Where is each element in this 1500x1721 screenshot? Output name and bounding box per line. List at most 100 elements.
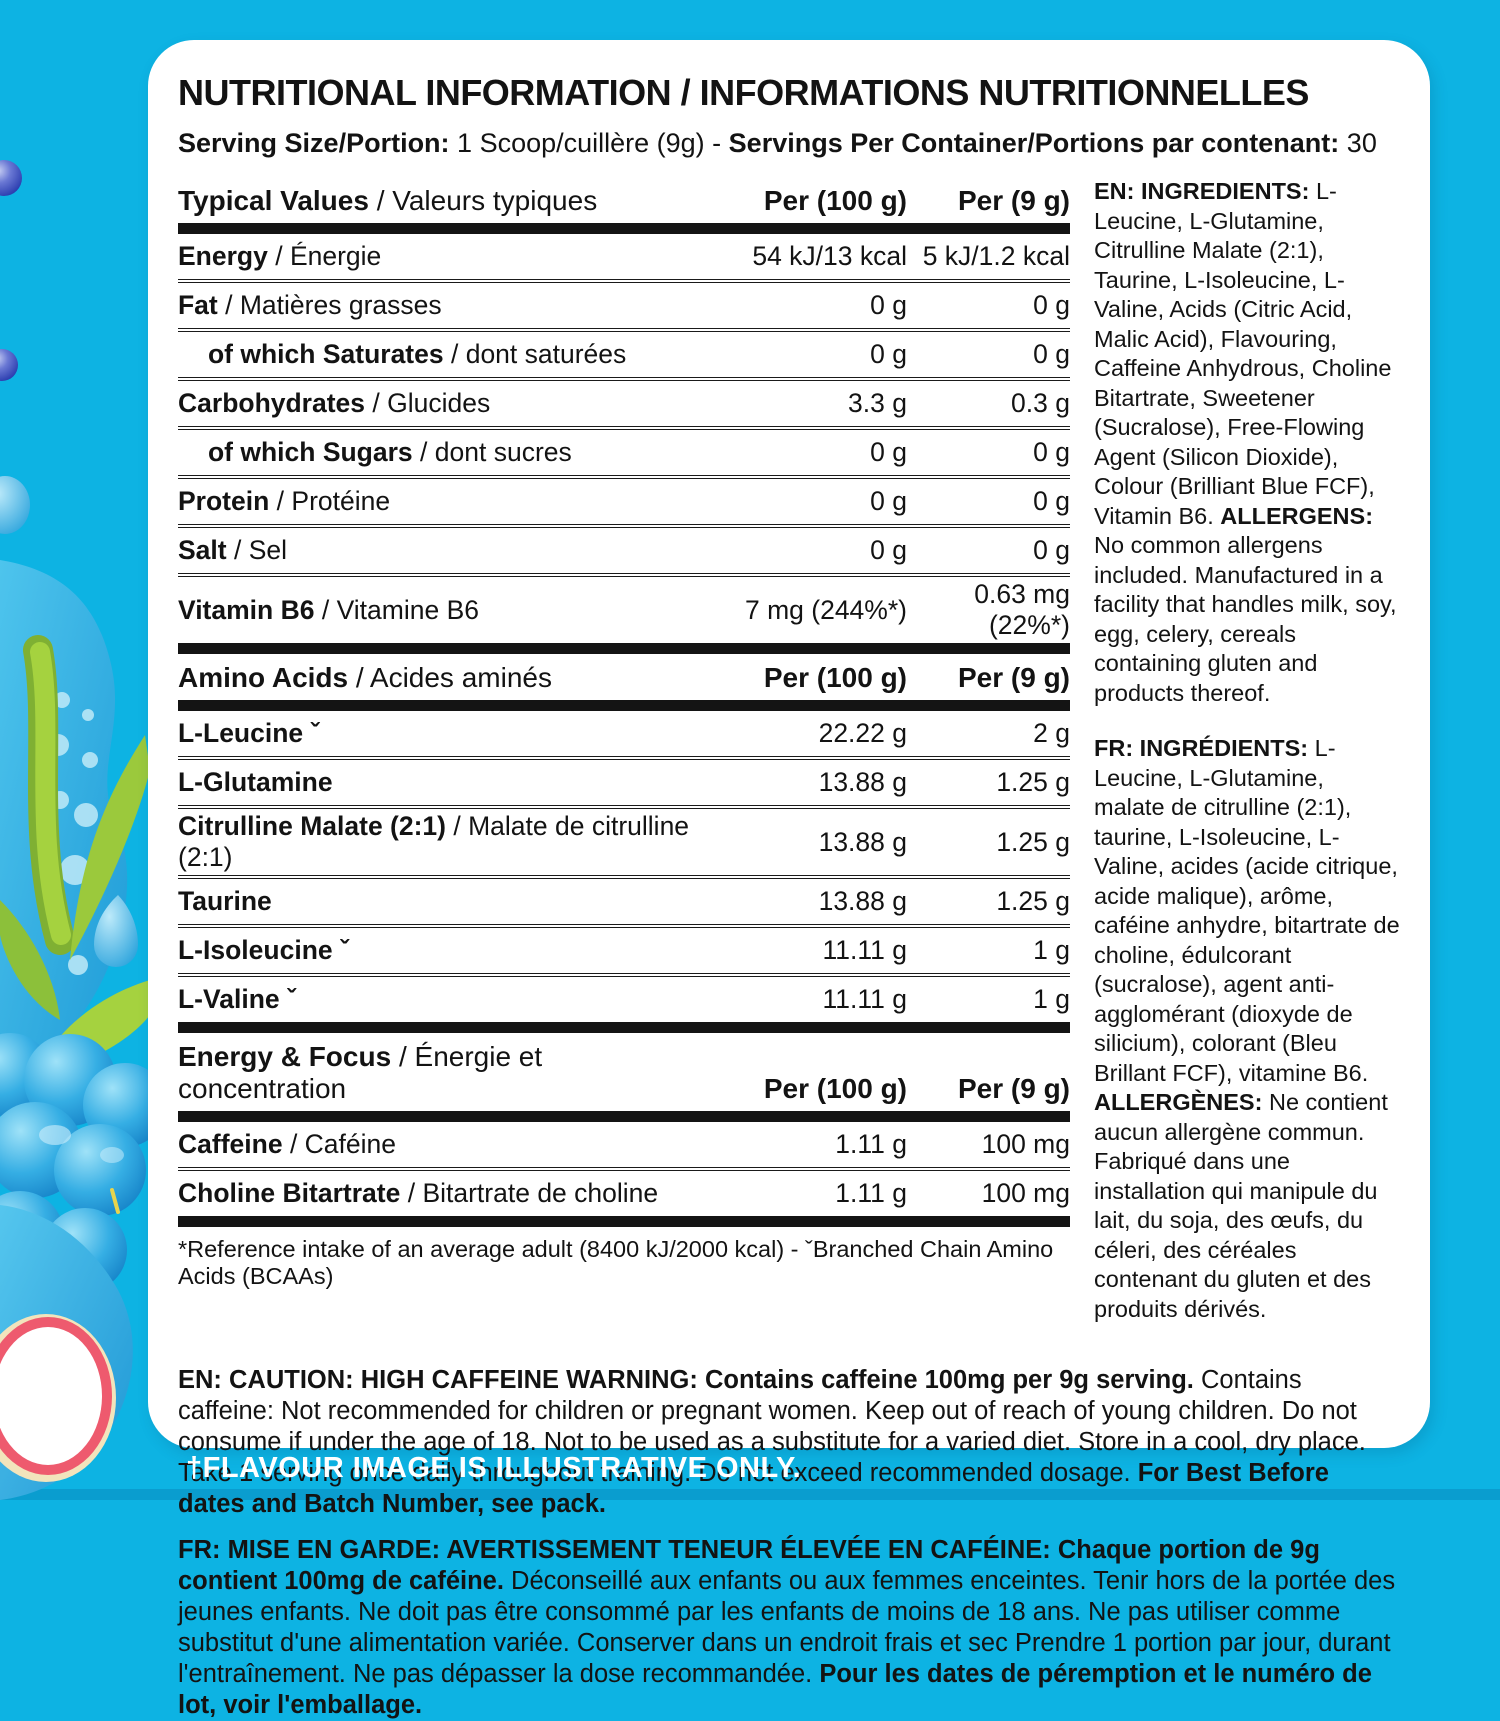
row-label: L-Glutamine bbox=[178, 767, 333, 797]
table-row: Citrulline Malate (2:1) / Malate de citr… bbox=[178, 805, 1070, 875]
value-per-100g: 3.3 g bbox=[848, 388, 907, 418]
divider-bar bbox=[178, 1111, 1070, 1122]
row-label: Carbohydrates / Glucides bbox=[178, 388, 491, 418]
value-per-9g: 1.25 g bbox=[996, 886, 1070, 916]
divider-bar bbox=[178, 643, 1070, 654]
divider-bar bbox=[178, 700, 1070, 711]
value-per-9g: 0 g bbox=[1033, 535, 1070, 565]
row-label: Protein / Protéine bbox=[178, 486, 391, 516]
value-per-9g: 0 g bbox=[1033, 339, 1070, 369]
bubble-sphere bbox=[0, 349, 18, 381]
value-per-100g: 54 kJ/13 kcal bbox=[752, 241, 907, 271]
ingredients-column: EN: INGREDIENTS: L-Leucine, L-Glutamine,… bbox=[1094, 177, 1400, 1350]
table-row: Choline Bitartrate / Bitartrate de choli… bbox=[178, 1167, 1070, 1216]
row-label: Energy / Énergie bbox=[178, 241, 382, 271]
row-label: Fat / Matières grasses bbox=[178, 290, 442, 320]
col-per-9g: Per (9 g) bbox=[957, 662, 1070, 693]
value-per-100g: 0 g bbox=[870, 339, 907, 369]
col-per-100g: Per (100 g) bbox=[763, 662, 907, 693]
value-per-100g: 0 g bbox=[870, 486, 907, 516]
value-per-9g: 1 g bbox=[1033, 984, 1070, 1014]
table-row: Carbohydrates / Glucides 3.3 g 0.3 g bbox=[178, 377, 1070, 426]
value-per-9g: 0.3 g bbox=[1011, 388, 1070, 418]
value-per-100g: 22.22 g bbox=[818, 718, 907, 748]
droplet bbox=[0, 476, 30, 534]
row-label: Taurine bbox=[178, 886, 272, 916]
col-per-9g: Per (9 g) bbox=[957, 1073, 1070, 1104]
value-per-9g: 0 g bbox=[1033, 437, 1070, 467]
row-label: Caffeine / Caféine bbox=[178, 1129, 397, 1159]
flavour-disclaimer: †FLAVOUR IMAGE IS ILLUSTRATIVE ONLY. bbox=[186, 1452, 802, 1484]
table-row: L-Leucine ˇ 22.22 g 2 g bbox=[178, 711, 1070, 756]
table-row: Energy / Énergie 54 kJ/13 kcal 5 kJ/1.2 … bbox=[178, 234, 1070, 279]
divider-bar bbox=[178, 1022, 1070, 1033]
row-label: L-Valine ˇ bbox=[178, 984, 296, 1014]
section-title: Amino Acids / Acides aminés bbox=[178, 662, 552, 693]
value-per-100g: 13.88 g bbox=[818, 886, 907, 916]
value-per-100g: 13.88 g bbox=[818, 826, 907, 857]
typical-values-header: Typical Values / Valeurs typiques Per (1… bbox=[178, 177, 1070, 223]
row-label: of which Saturates / dont saturées bbox=[208, 339, 627, 369]
col-per-9g: Per (9 g) bbox=[957, 185, 1070, 216]
typical-values-rows: Energy / Énergie 54 kJ/13 kcal 5 kJ/1.2 … bbox=[178, 234, 1070, 643]
table-row: Vitamin B6 / Vitamine B6 7 mg (244%*) 0.… bbox=[178, 573, 1070, 643]
value-per-9g: 1 g bbox=[1033, 935, 1070, 965]
energy-focus-rows: Caffeine / Caféine 1.11 g 100 mg Choline… bbox=[178, 1122, 1070, 1216]
value-per-9g: 0 g bbox=[1033, 290, 1070, 320]
ingredients-fr: FR: INGRÉDIENTS: L-Leucine, L-Glutamine,… bbox=[1094, 735, 1400, 1322]
value-per-100g: 11.11 g bbox=[822, 935, 907, 965]
value-per-100g: 13.88 g bbox=[818, 767, 907, 797]
value-per-9g: 0 g bbox=[1033, 486, 1070, 516]
value-per-9g: 1.25 g bbox=[996, 767, 1070, 797]
section-title: Typical Values / Valeurs typiques bbox=[178, 185, 598, 216]
value-per-9g: 100 mg bbox=[981, 1129, 1070, 1159]
row-label: Salt / Sel bbox=[178, 535, 288, 565]
value-per-9g: 2 g bbox=[1033, 718, 1070, 748]
divider-bar bbox=[178, 223, 1070, 234]
table-row: Fat / Matières grasses 0 g 0 g bbox=[178, 279, 1070, 328]
nutrition-tables: Typical Values / Valeurs typiques Per (1… bbox=[178, 177, 1070, 1350]
col-per-100g: Per (100 g) bbox=[763, 1073, 907, 1104]
value-per-9g: 1.25 g bbox=[996, 826, 1070, 857]
table-row: Caffeine / Caféine 1.11 g 100 mg bbox=[178, 1122, 1070, 1167]
reference-footnote: *Reference intake of an average adult (8… bbox=[178, 1236, 1054, 1289]
value-per-100g: 1.11 g bbox=[835, 1178, 907, 1208]
table-row: Protein / Protéine 0 g 0 g bbox=[178, 475, 1070, 524]
section-title: Energy & Focus / Énergie et concentratio… bbox=[178, 1041, 543, 1104]
value-per-100g: 1.11 g bbox=[835, 1129, 907, 1159]
amino-acids-header: Amino Acids / Acides aminés Per (100 g) … bbox=[178, 654, 1070, 700]
row-label: of which Sugars / dont sucres bbox=[208, 437, 572, 467]
label-page: { "page": { "background_color": "#0db3e3… bbox=[0, 40, 1500, 1719]
value-per-9g: 0.63 mg (22%*) bbox=[974, 579, 1070, 640]
value-per-100g: 7 mg (244%*) bbox=[744, 594, 907, 625]
row-label: L-Leucine ˇ bbox=[178, 718, 320, 748]
value-per-100g: 11.11 g bbox=[822, 984, 907, 1014]
value-per-100g: 0 g bbox=[870, 437, 907, 467]
table-row: Taurine 13.88 g 1.25 g bbox=[178, 875, 1070, 924]
leaf bbox=[70, 735, 150, 960]
table-row: L-Valine ˇ 11.11 g 1 g bbox=[178, 973, 1070, 1022]
table-row: L-Isoleucine ˇ 11.11 g 1 g bbox=[178, 924, 1070, 973]
energy-focus-header: Energy & Focus / Énergie et concentratio… bbox=[178, 1033, 1070, 1111]
row-label: Vitamin B6 / Vitamine B6 bbox=[178, 594, 479, 625]
amino-acids-rows: L-Leucine ˇ 22.22 g 2 g L-Glutamine 13.8… bbox=[178, 711, 1070, 1022]
table-row: of which Sugars / dont sucres 0 g 0 g bbox=[178, 426, 1070, 475]
table-row: of which Saturates / dont saturées 0 g 0… bbox=[178, 328, 1070, 377]
caution-fr: FR: MISE EN GARDE: AVERTISSEMENT TENEUR … bbox=[178, 1536, 1396, 1719]
row-label: Citrulline Malate (2:1) / Malate de citr… bbox=[178, 811, 690, 872]
nutrition-label-panel: NUTRITIONAL INFORMATION / INFORMATIONS N… bbox=[148, 40, 1430, 1719]
table-row: L-Glutamine 13.88 g 1.25 g bbox=[178, 756, 1070, 805]
ingredients-en: EN: INGREDIENTS: L-Leucine, L-Glutamine,… bbox=[1094, 178, 1397, 706]
col-per-100g: Per (100 g) bbox=[763, 185, 907, 216]
caution-en: EN: CAUTION: HIGH CAFFEINE WARNING: Cont… bbox=[178, 1366, 1366, 1518]
row-label: L-Isoleucine ˇ bbox=[178, 935, 349, 965]
value-per-100g: 0 g bbox=[870, 290, 907, 320]
droplet bbox=[94, 895, 138, 967]
leaf bbox=[0, 900, 60, 1020]
value-per-100g: 0 g bbox=[870, 535, 907, 565]
blue-raspberry-artwork bbox=[0, 160, 150, 1500]
table-row: Salt / Sel 0 g 0 g bbox=[178, 524, 1070, 573]
value-per-9g: 5 kJ/1.2 kcal bbox=[922, 241, 1070, 271]
divider-bar bbox=[178, 1216, 1070, 1227]
page-title: NUTRITIONAL INFORMATION / INFORMATIONS N… bbox=[178, 72, 1309, 113]
